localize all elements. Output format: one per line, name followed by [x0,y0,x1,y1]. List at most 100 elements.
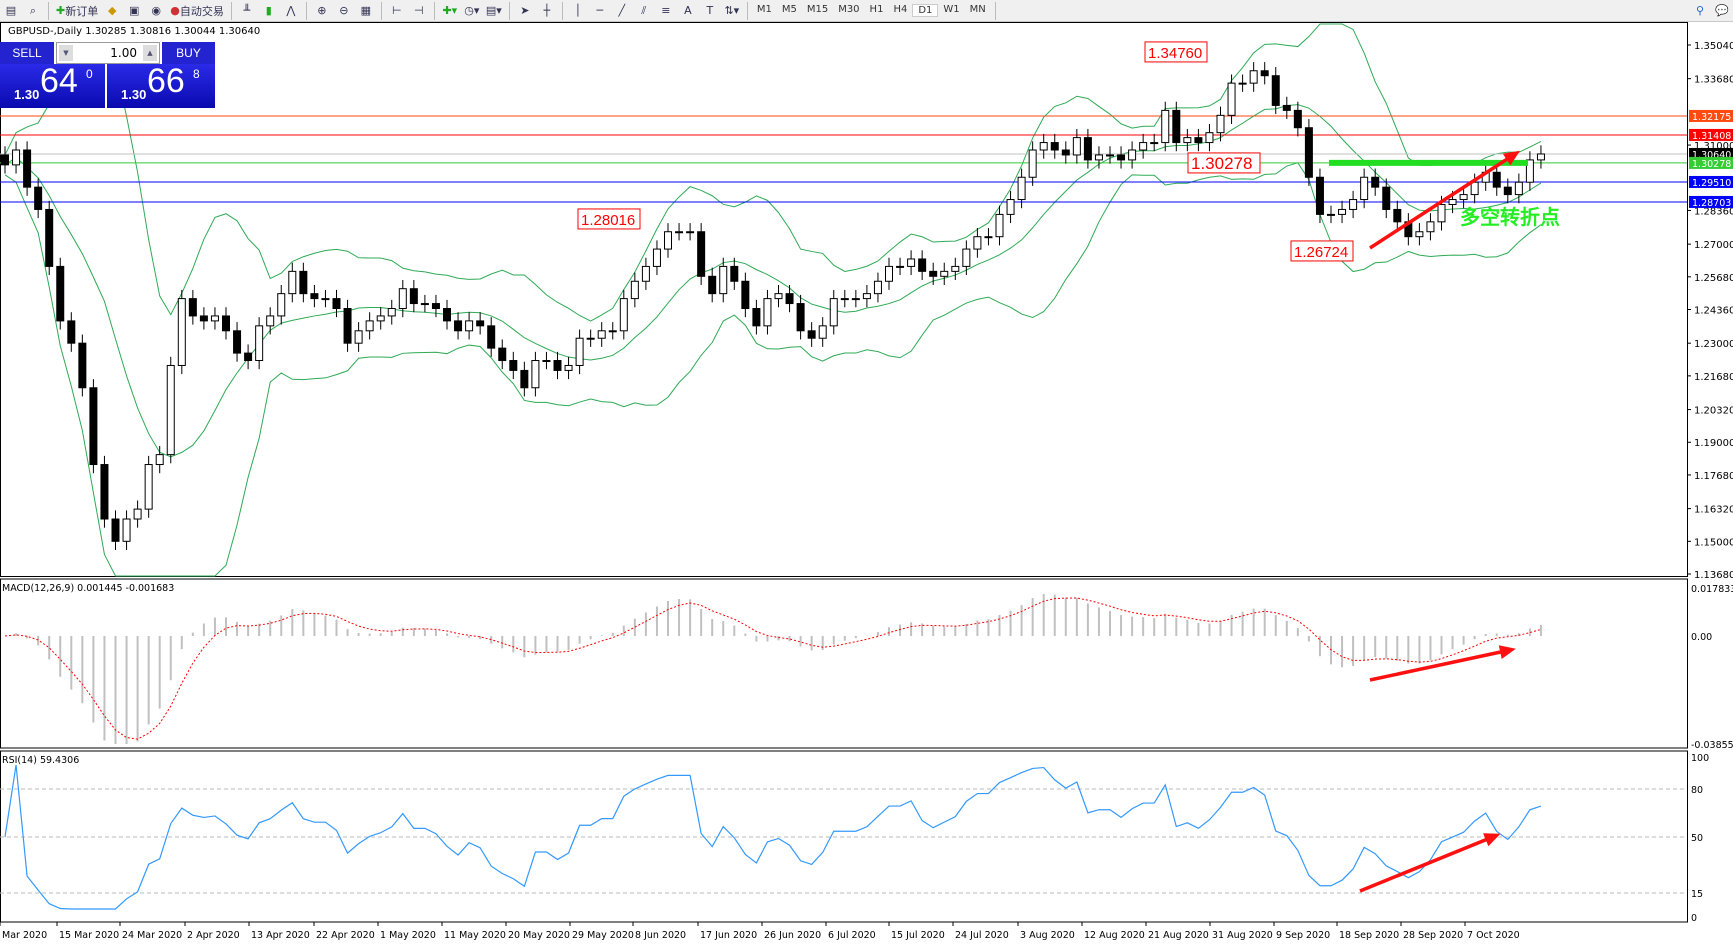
periods-icon[interactable]: ◷▾ [464,4,480,17]
trendline-icon[interactable]: ╱ [618,4,626,17]
candle-body [763,298,772,327]
price-tick-label: 1.24360 [1694,306,1733,317]
signals-icon[interactable]: ◉ [151,4,162,17]
macd-tick-label: -0.038559 [1691,740,1733,751]
candle-body [244,352,253,362]
bar-chart-icon[interactable]: ╨ [243,4,251,17]
timeframe-h4[interactable]: H4 [893,4,908,15]
date-label: 24 Mar 2020 [122,930,182,941]
candle-body [1061,149,1070,156]
rsi-level-label: 50 [1691,833,1703,844]
candle-body [133,508,142,520]
buy-price-button[interactable]: 1.30 66 8 [107,62,215,108]
templates-icon[interactable]: ▤▾ [485,4,502,17]
text-label-icon[interactable]: T [706,4,714,17]
sell-price-pip: 0 [86,67,93,81]
zoom-chart-icon[interactable]: ⌕ [29,3,37,17]
rsi-line [4,764,1542,910]
candle-body [443,308,451,322]
line-chart-icon[interactable]: ⋀ [286,4,296,17]
candle-body [1050,142,1059,151]
candle-body [210,315,219,322]
new-order-icon: ✚ [56,4,66,17]
timeframe-m1[interactable]: M1 [756,4,772,15]
auto-trading-button[interactable]: ● 自动交易 [167,1,227,21]
candle-body [796,303,805,332]
candle-body [144,464,153,510]
channel-icon[interactable]: ⫽ [641,3,647,17]
separator [508,1,510,20]
candle-body [1106,154,1114,157]
timeframe-h1[interactable]: H1 [869,4,884,15]
candle-body [575,337,584,366]
timeframe-w1[interactable]: W1 [943,4,960,15]
candle-body [586,337,595,340]
arrows-icon[interactable]: ⇅▾ [724,4,740,17]
chat-icon[interactable]: 💬 [1715,4,1729,17]
search-icon[interactable]: ⚲ [1695,4,1705,17]
timeframe-mn[interactable]: MN [969,4,986,15]
chart-shift-icon[interactable]: ⊣ [414,4,424,17]
candle-body [708,275,717,295]
timeframe-m30[interactable]: M30 [838,4,860,15]
macd-signal-line [4,597,1542,740]
candle-body [885,265,893,282]
candle-body [1072,137,1081,156]
separator [305,1,307,20]
candle-body [12,149,21,166]
candle-body [1282,104,1291,111]
candle-body [155,454,164,466]
candle-body [641,265,650,282]
tile-icon[interactable]: ▦ [360,4,372,17]
vertical-line-icon[interactable]: │ [574,4,582,17]
candle-body [531,360,540,389]
timeframe-m15[interactable]: M15 [806,4,829,15]
candle-body [564,364,573,371]
indicators-icon[interactable]: ✚▾ [442,4,458,17]
market-watch-icon[interactable]: ◆ [107,4,117,17]
navigator-icon[interactable]: ▣ [129,4,140,17]
sell-price-button[interactable]: 1.30 64 0 [0,62,105,108]
date-label: 26 Jun 2020 [764,930,821,941]
price-tick-label: 1.25680 [1694,273,1733,284]
text-icon[interactable]: A [684,4,692,17]
date-label: 9 Sep 2020 [1276,930,1330,941]
candle-body [896,265,905,268]
timeframe-d1[interactable]: D1 [912,4,939,17]
horizontal-line-icon[interactable]: ─ [596,4,604,17]
new-order-button[interactable]: ✚ 新订单 [53,1,101,21]
arrow-head-icon [1483,833,1501,847]
date-label: 11 May 2020 [444,930,506,941]
chart-window[interactable]: GBPUSD-,Daily 1.30285 1.30816 1.30044 1.… [0,22,1733,945]
candle-body [387,308,396,317]
crosshair-icon[interactable]: ┼ [543,4,551,17]
candle-body [785,293,794,305]
candle-body [465,320,474,332]
lot-decrease-icon[interactable]: ▼ [59,45,73,61]
lot-increase-icon[interactable]: ▲ [143,45,157,61]
sell-button[interactable]: SELL [0,42,54,64]
candle-body [177,298,186,366]
candle-body [476,320,485,327]
buy-button[interactable]: BUY [162,42,215,64]
lot-size-input[interactable]: 1.00 ▼ ▲ [56,42,160,64]
fibonacci-icon[interactable]: ≡ [661,4,671,17]
candle-body [111,518,120,542]
new-chart-icon[interactable]: ▤ [5,4,17,17]
candle-body [1117,154,1126,161]
candle-body [630,280,639,300]
zoom-in-icon[interactable]: ⊕ [317,4,327,17]
candle-body [166,364,175,456]
candlestick-icon[interactable]: ▮ [265,4,272,17]
candle-body [973,236,982,250]
autoscroll-icon[interactable]: ⊢ [392,4,402,17]
cursor-icon[interactable]: ➤ [520,4,530,17]
candle-body [454,320,463,332]
timeframe-m5[interactable]: M5 [781,4,797,15]
candle-body [1271,75,1280,106]
date-label: Mar 2020 [2,930,47,941]
price-tick-label: 1.16320 [1694,505,1733,516]
zoom-out-icon[interactable]: ⊖ [339,4,349,17]
price-tick-label: 1.27000 [1694,240,1733,251]
candle-body [89,387,98,466]
